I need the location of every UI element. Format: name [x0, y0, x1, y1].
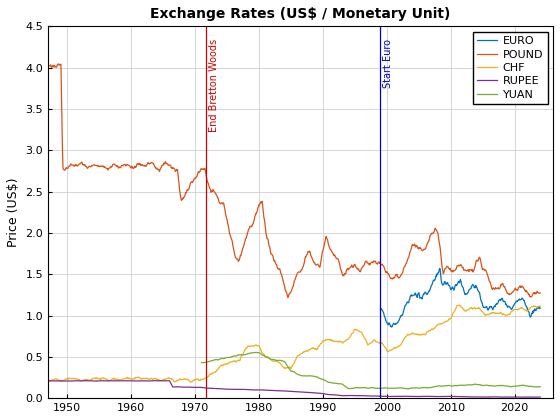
CHF: [197, 378, 203, 383]
YUAN: [279, 358, 286, 363]
Line: POUND: POUND: [48, 64, 540, 297]
CHF: [96, 376, 102, 381]
POUND: [284, 295, 291, 300]
RUPEE: [45, 378, 52, 383]
RUPEE: [534, 394, 541, 399]
Text: End Bretton Woods: End Bretton Woods: [209, 39, 219, 132]
CHF: [433, 323, 440, 328]
EURO: [513, 299, 520, 304]
Line: YUAN: YUAN: [202, 352, 540, 389]
YUAN: [537, 384, 544, 389]
RUPEE: [433, 394, 440, 399]
POUND: [534, 290, 541, 295]
POUND: [537, 291, 544, 296]
RUPEE: [512, 394, 519, 399]
RUPEE: [197, 385, 203, 390]
EURO: [504, 303, 511, 308]
RUPEE: [537, 395, 544, 400]
POUND: [45, 64, 52, 69]
YUAN: [405, 386, 412, 391]
CHF: [68, 376, 74, 381]
Line: CHF: CHF: [48, 305, 540, 382]
RUPEE: [68, 378, 74, 383]
YUAN: [198, 360, 205, 365]
EURO: [436, 266, 443, 271]
POUND: [68, 162, 75, 167]
EURO: [537, 306, 544, 311]
CHF: [456, 303, 463, 308]
Legend: EURO, POUND, CHF, RUPEE, YUAN: EURO, POUND, CHF, RUPEE, YUAN: [473, 32, 548, 104]
POUND: [512, 286, 519, 291]
CHF: [512, 307, 519, 312]
CHF: [537, 304, 544, 309]
POUND: [197, 169, 203, 174]
RUPEE: [507, 395, 514, 400]
EURO: [448, 287, 455, 292]
EURO: [377, 307, 384, 312]
YUAN: [227, 354, 234, 360]
EURO: [487, 304, 494, 310]
YUAN: [344, 386, 351, 391]
YUAN: [446, 383, 453, 388]
POUND: [96, 164, 103, 169]
RUPEE: [156, 378, 162, 383]
Line: RUPEE: RUPEE: [48, 381, 540, 397]
EURO: [442, 282, 449, 287]
Text: Start Euro: Start Euro: [383, 39, 393, 88]
POUND: [55, 61, 62, 66]
YUAN: [253, 350, 259, 355]
Title: Exchange Rates (US$ / Monetary Unit): Exchange Rates (US$ / Monetary Unit): [151, 7, 451, 21]
RUPEE: [96, 378, 102, 383]
EURO: [526, 313, 533, 318]
YUAN: [307, 373, 314, 378]
CHF: [187, 380, 194, 385]
CHF: [45, 378, 52, 383]
YUAN: [467, 382, 474, 387]
EURO: [388, 325, 395, 330]
Y-axis label: Price (US$): Price (US$): [7, 178, 20, 247]
POUND: [433, 229, 440, 234]
Line: EURO: EURO: [380, 268, 540, 327]
CHF: [534, 304, 541, 310]
